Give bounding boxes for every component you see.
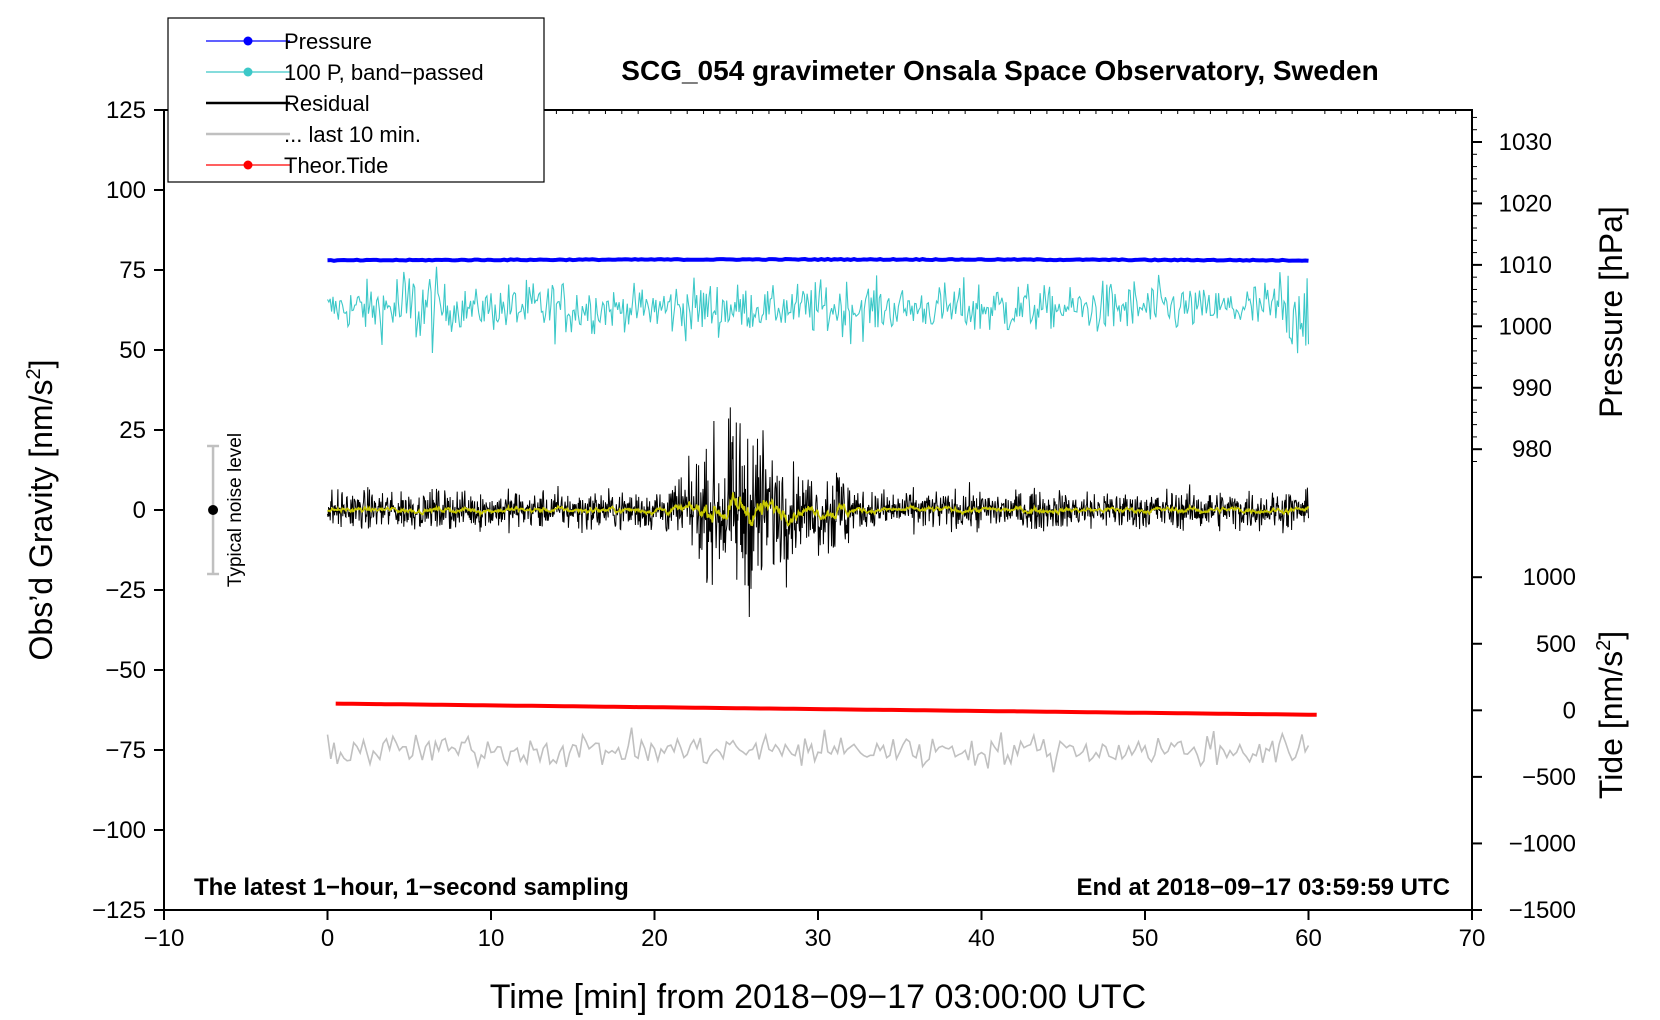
y-left-tick-label: 75 — [119, 257, 146, 284]
pressure-axis: 1030 1020 1010 1000 990 980 — [1472, 116, 1552, 463]
series-theor-tide-line — [335, 701, 1317, 717]
legend-item-residual-label: Residual — [284, 91, 370, 116]
x-tick-label: 0 — [321, 925, 334, 952]
x-axis-label: Time [min] from 2018−09−17 03:00:00 UTC — [490, 978, 1146, 1016]
x-tick-label: 50 — [1132, 925, 1159, 952]
pressure-tick-label: 1030 — [1499, 129, 1552, 156]
y-axis-left: 125 100 75 50 25 0 −25 −50 −75 −100 −125 — [92, 97, 164, 924]
y-left-tick-label: −50 — [105, 657, 146, 684]
y-left-tick-label: −125 — [92, 897, 146, 924]
chart-title: SCG_054 gravimeter Onsala Space Observat… — [621, 55, 1378, 86]
pressure-axis-label: Pressure [hPa] — [1593, 206, 1629, 418]
x-axis: −10 0 10 20 30 40 50 60 70 — [144, 110, 1486, 952]
noise-level-dot — [208, 505, 219, 515]
y-left-tick-label: −25 — [105, 577, 146, 604]
y-axis-left-label: Obs’d Gravity [nm/s2] — [23, 360, 59, 661]
x-tick-label: 40 — [968, 925, 995, 952]
tide-axis-label: Tide [nm/s2] — [1593, 631, 1629, 799]
series-residual-smoothed-line — [326, 492, 1310, 527]
y-left-tick-label: 0 — [133, 497, 146, 524]
x-tick-label: 20 — [641, 925, 668, 952]
noise-level-marker: Typical noise level — [207, 433, 246, 587]
tide-axis-label-sup: 2 — [1593, 640, 1615, 651]
pressure-tick-label: 1010 — [1499, 252, 1552, 279]
annotation-left: The latest 1−hour, 1−second sampling — [194, 874, 629, 901]
tide-tick-label: −1000 — [1509, 830, 1576, 857]
y-left-tick-label: −75 — [105, 737, 146, 764]
x-tick-label: 60 — [1295, 925, 1322, 952]
pressure-tick-label: 1000 — [1499, 313, 1552, 340]
legend-item-theor-tide-marker — [243, 160, 253, 170]
series-pressure-line — [327, 256, 1309, 263]
tide-tick-label: 500 — [1536, 631, 1576, 658]
legend-item-pressure-marker — [243, 36, 253, 46]
series-layer — [326, 256, 1317, 773]
pressure-tick-label: 980 — [1512, 436, 1552, 463]
x-tick-label: 10 — [478, 925, 505, 952]
tide-axis-label-end: ] — [1593, 631, 1629, 640]
annotation-right: End at 2018−09−17 03:59:59 UTC — [1076, 874, 1450, 901]
y-left-tick-label: 50 — [119, 337, 146, 364]
legend-item-last-10-min-label: ... last 10 min. — [284, 122, 421, 147]
legend-item-bandpassed-label: 100 P, band−passed — [284, 60, 484, 85]
y-axis-left-label-sup: 2 — [23, 368, 45, 379]
tide-tick-label: 0 — [1563, 697, 1576, 724]
y-axis-left-label-end: ] — [23, 360, 59, 369]
tide-tick-label: −1500 — [1509, 897, 1576, 924]
pressure-tick-label: 990 — [1512, 375, 1552, 402]
x-tick-label: 30 — [805, 925, 832, 952]
tide-axis: 1000 500 0 −500 −1000 −1500 — [1472, 564, 1576, 924]
pressure-tick-label: 1020 — [1499, 190, 1552, 217]
y-left-tick-label: 100 — [106, 177, 146, 204]
y-axis-left-label-main: Obs’d Gravity [nm/s — [23, 380, 59, 661]
x-tick-label: −10 — [144, 925, 185, 952]
legend-box — [167, 17, 545, 183]
legend-item-bandpassed-marker — [243, 67, 253, 77]
series-bandpassed-pressure-line — [327, 266, 1310, 354]
tide-tick-label: −500 — [1522, 764, 1576, 791]
noise-level-label: Typical noise level — [225, 433, 246, 587]
tide-tick-label: 1000 — [1523, 564, 1576, 591]
legend-item-theor-tide-label: Theor.Tide — [284, 153, 388, 178]
y-left-tick-label: 125 — [106, 97, 146, 124]
x-tick-label: 70 — [1459, 925, 1486, 952]
series-last-10-min-line — [326, 727, 1310, 773]
legend-item-pressure-label: Pressure — [284, 29, 372, 54]
series-residual-line — [327, 407, 1309, 618]
legend: Pressure 100 P, band−passed Residual ... la… — [167, 17, 545, 183]
y-left-tick-label: 25 — [119, 417, 146, 444]
tide-axis-label-main: Tide [nm/s — [1593, 651, 1629, 799]
y-left-tick-label: −100 — [92, 817, 146, 844]
